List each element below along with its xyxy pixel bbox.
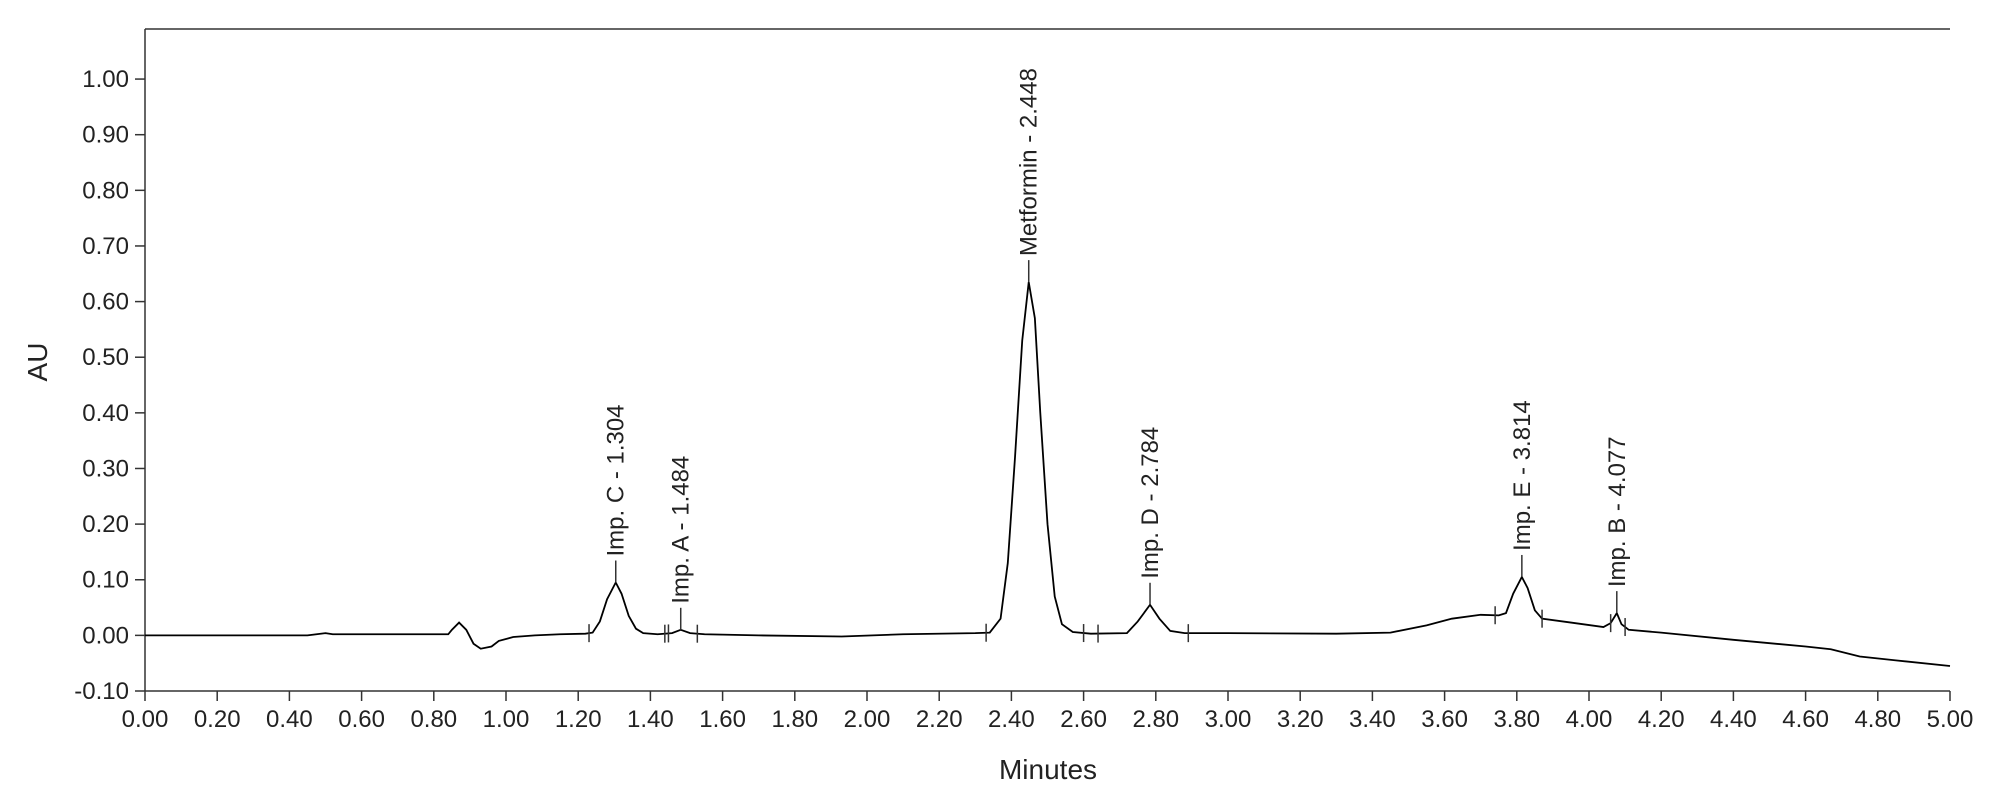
x-tick-label: 5.00 [1927, 706, 1974, 733]
x-tick-label: 4.80 [1854, 706, 1901, 733]
y-tick-label: 0.10 [82, 567, 129, 594]
x-tick-label: 1.20 [555, 706, 602, 733]
y-tick-label: 1.00 [82, 66, 129, 93]
y-tick-label: 0.30 [82, 455, 129, 482]
peak-label: Imp. B - 4.077 [1604, 436, 1631, 587]
peak-label: Imp. E - 3.814 [1509, 400, 1536, 551]
y-tick-label: 0.70 [82, 233, 129, 260]
x-tick-label: 4.20 [1638, 706, 1685, 733]
peak-label: Imp. D - 2.784 [1137, 427, 1164, 579]
y-tick-label: -0.10 [74, 678, 129, 705]
peak-label: Imp. A - 1.484 [668, 456, 695, 604]
x-tick-label: 4.40 [1710, 706, 1757, 733]
x-tick-label: 2.40 [988, 706, 1035, 733]
peak-label: Metformin - 2.448 [1016, 68, 1043, 256]
x-tick-label: 2.80 [1132, 706, 1179, 733]
x-tick-label: 3.40 [1349, 706, 1396, 733]
x-tick-label: 1.60 [699, 706, 746, 733]
x-tick-label: 1.00 [483, 706, 530, 733]
x-tick-label: 2.00 [844, 706, 891, 733]
y-tick-label: 0.40 [82, 400, 129, 427]
x-tick-label: 0.00 [122, 706, 169, 733]
x-tick-label: 3.20 [1277, 706, 1324, 733]
x-tick-label: 2.20 [916, 706, 963, 733]
y-tick-label: 0.80 [82, 177, 129, 204]
y-axis-label: AU [22, 343, 53, 382]
trace [145, 281, 1951, 667]
x-tick-label: 3.80 [1493, 706, 1540, 733]
x-tick-label: 3.00 [1205, 706, 1252, 733]
x-tick-label: 0.60 [338, 706, 385, 733]
x-tick-label: 1.40 [627, 706, 674, 733]
x-tick-label: 4.60 [1782, 706, 1829, 733]
x-tick-label: 0.80 [410, 706, 457, 733]
y-tick-label: 0.90 [82, 122, 129, 149]
x-tick-label: 4.00 [1566, 706, 1613, 733]
y-tick-label: 0.00 [82, 622, 129, 649]
x-tick-label: 0.40 [266, 706, 313, 733]
x-tick-label: 3.60 [1421, 706, 1468, 733]
x-tick-label: 1.80 [771, 706, 818, 733]
y-tick-label: 0.20 [82, 511, 129, 538]
peak-label: Imp. C - 1.304 [603, 404, 630, 556]
x-tick-label: 2.60 [1060, 706, 1107, 733]
y-tick-label: 0.60 [82, 289, 129, 316]
y-tick-label: 0.50 [82, 344, 129, 371]
x-tick-label: 0.20 [194, 706, 241, 733]
x-axis-label: Minutes [999, 754, 1097, 785]
